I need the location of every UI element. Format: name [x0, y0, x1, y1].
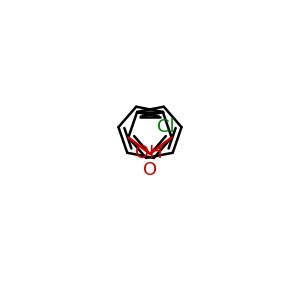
Text: OH: OH: [135, 144, 162, 162]
Text: O: O: [143, 161, 157, 179]
Text: Cl: Cl: [157, 118, 174, 136]
